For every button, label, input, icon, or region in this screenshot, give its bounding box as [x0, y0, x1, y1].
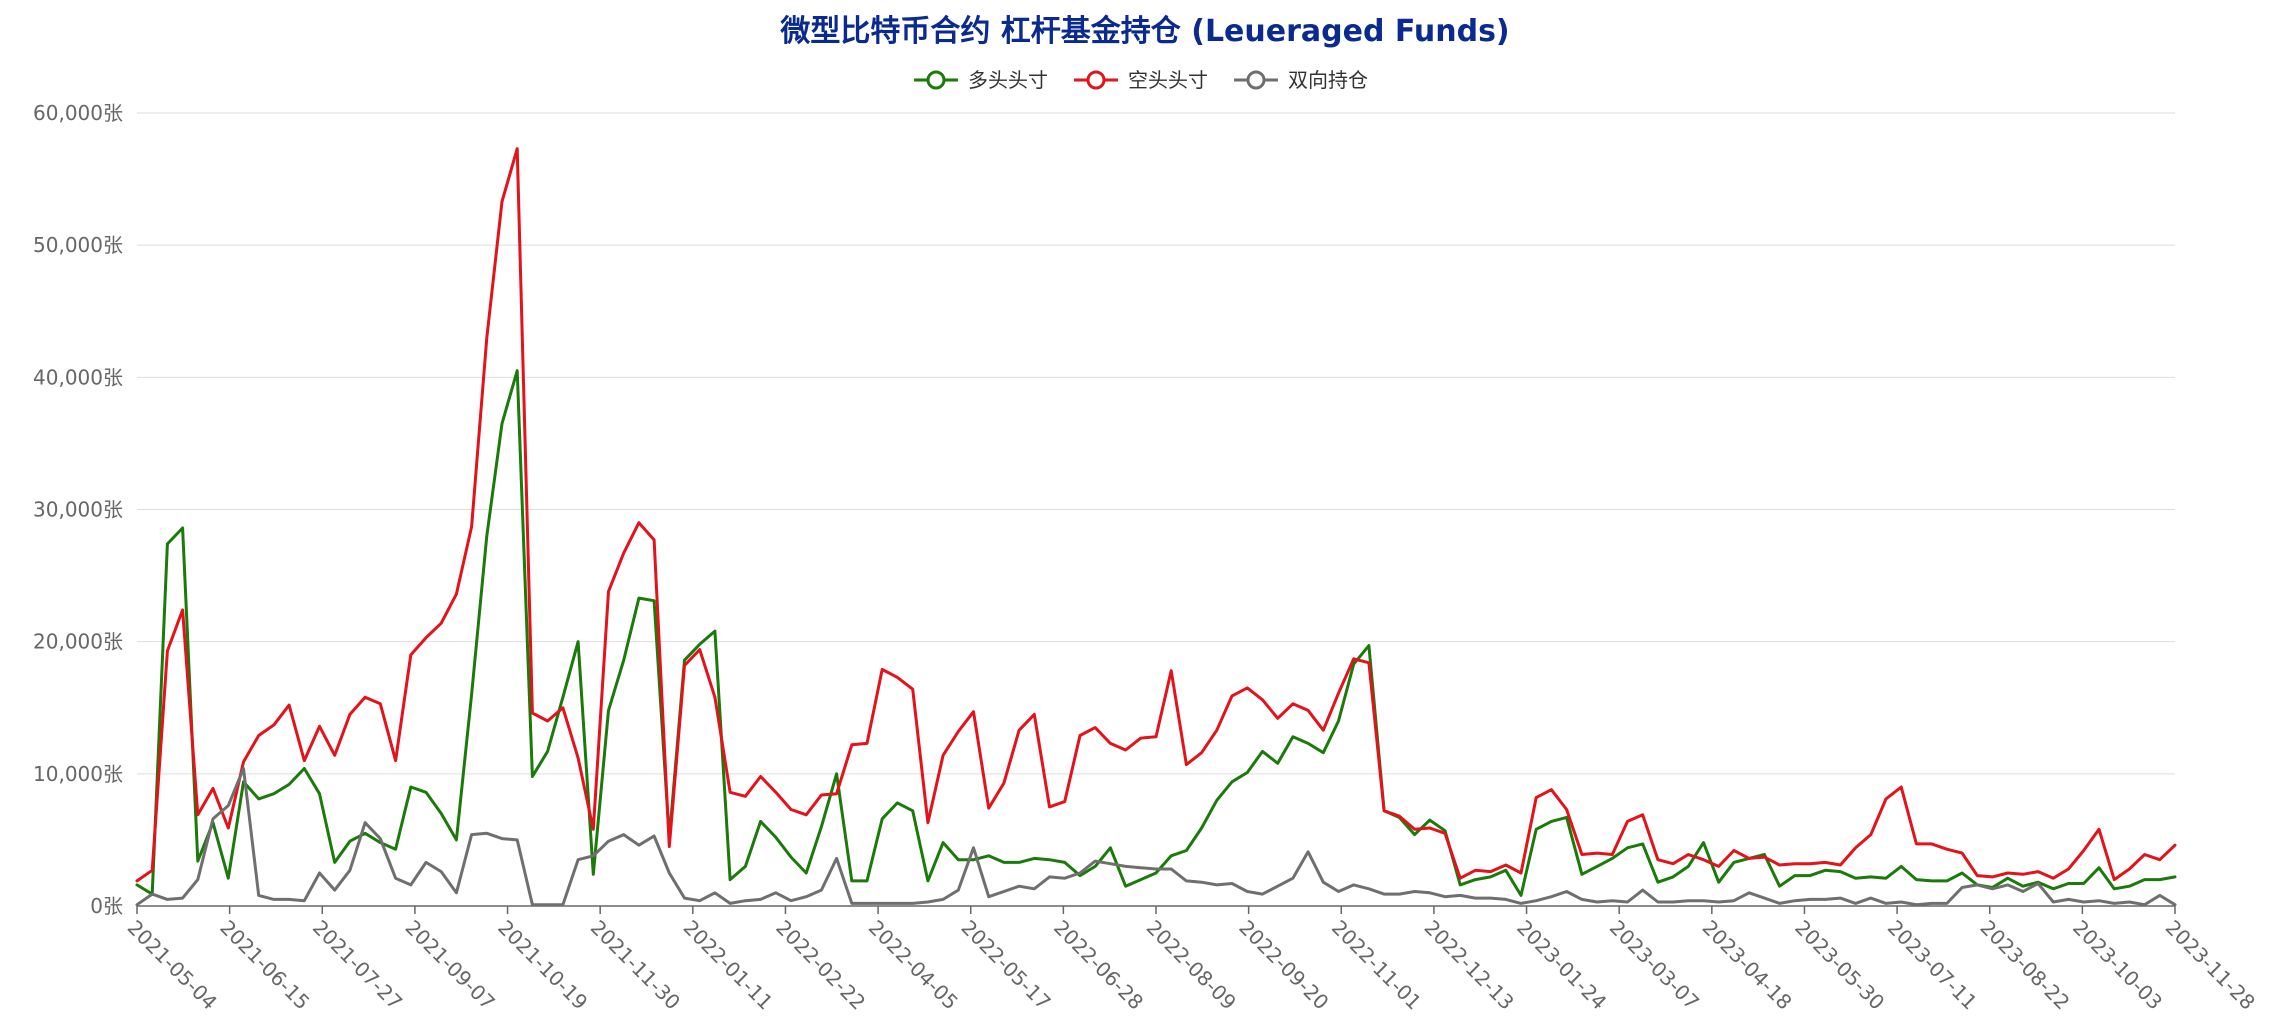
- legend-item-2: 空头头寸: [1074, 68, 1208, 92]
- y-tick-label: 40,000张: [33, 365, 123, 389]
- x-tick-label: 2021-07-27: [308, 915, 407, 1014]
- y-axis: 0张 10,000张 20,000张 30,000张 40,000张 50,000张 60,…: [33, 101, 123, 918]
- x-tick-label: 2023-01-24: [1512, 915, 1611, 1014]
- x-tick-label: 2021-11-30: [586, 915, 685, 1014]
- legend-swatch-marker: [1086, 70, 1106, 90]
- x-tick-label: 2021-09-07: [401, 915, 500, 1014]
- x-axis: 2021-05-042021-06-152021-07-272021-09-07…: [123, 905, 2260, 1014]
- chart-title: 微型比特币合约 杠杆基金持仓 (Leueraged Funds): [779, 14, 1509, 49]
- grid-lines: [137, 112, 2175, 775]
- x-tick-label: 2021-05-04: [123, 915, 222, 1014]
- x-tick-label: 2023-04-18: [1698, 915, 1797, 1014]
- legend: 多头头寸 空头头寸 双向持仓: [914, 68, 1368, 92]
- x-tick-label: 2023-05-30: [1790, 915, 1889, 1014]
- x-tick-label: 2022-06-28: [1049, 915, 1148, 1014]
- x-tick-label: 2022-11-01: [1327, 915, 1426, 1014]
- y-tick-label: 50,000张: [33, 233, 123, 257]
- series-line-1: [135, 369, 2177, 897]
- x-tick-label: 2022-01-11: [679, 915, 778, 1014]
- legend-swatch-marker: [926, 70, 946, 90]
- x-tick-label: 2022-08-09: [1142, 915, 1241, 1014]
- legend-label: 多头头寸: [968, 68, 1048, 92]
- x-tick-label: 2022-12-13: [1420, 915, 1519, 1014]
- x-tick-label: 2022-09-20: [1234, 915, 1333, 1014]
- x-tick-label: 2022-04-05: [864, 915, 963, 1014]
- x-tick-label: 2021-10-19: [493, 915, 592, 1014]
- x-tick-label: 2023-11-28: [2161, 915, 2260, 1014]
- legend-item-3: 双向持仓: [1234, 68, 1368, 92]
- series-lines: [135, 147, 2177, 907]
- y-tick-label: 10,000张: [33, 762, 123, 786]
- series-line-3: [135, 767, 2177, 907]
- x-tick-label: 2021-06-15: [215, 915, 314, 1014]
- legend-label: 双向持仓: [1288, 68, 1368, 92]
- legend-item-1: 多头头寸: [914, 68, 1048, 92]
- y-tick-label: 60,000张: [33, 101, 123, 125]
- y-tick-label: 20,000张: [33, 630, 123, 654]
- legend-swatch-marker: [1246, 70, 1266, 90]
- legend-label: 空头头寸: [1128, 68, 1208, 92]
- series-line-2: [135, 147, 2177, 883]
- x-tick-label: 2023-03-07: [1605, 915, 1704, 1014]
- x-tick-label: 2022-02-22: [771, 915, 870, 1014]
- x-tick-label: 2023-08-22: [1975, 915, 2074, 1014]
- y-tick-label: 30,000张: [33, 498, 123, 522]
- x-tick-label: 2023-07-11: [1883, 915, 1982, 1014]
- x-tick-label: 2022-05-17: [956, 915, 1055, 1014]
- y-tick-label: 0张: [90, 894, 123, 918]
- x-tick-label: 2023-10-03: [2068, 915, 2167, 1014]
